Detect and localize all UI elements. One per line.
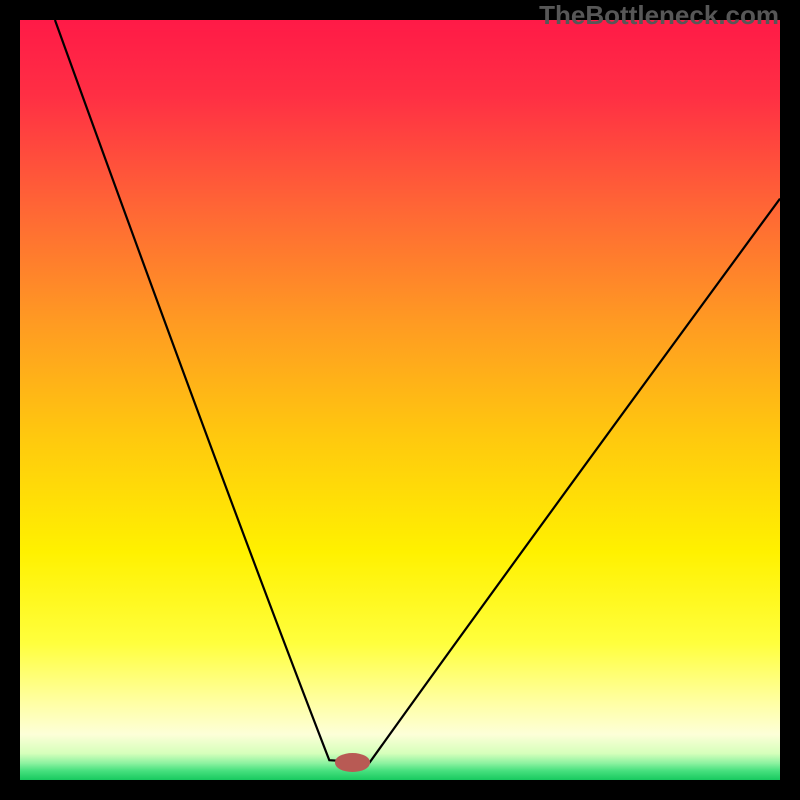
chart-svg xyxy=(20,20,780,780)
bottleneck-curve xyxy=(55,20,780,763)
plot-area xyxy=(20,20,780,780)
watermark-text: TheBottleneck.com xyxy=(539,0,779,31)
marker-blob xyxy=(335,753,370,771)
